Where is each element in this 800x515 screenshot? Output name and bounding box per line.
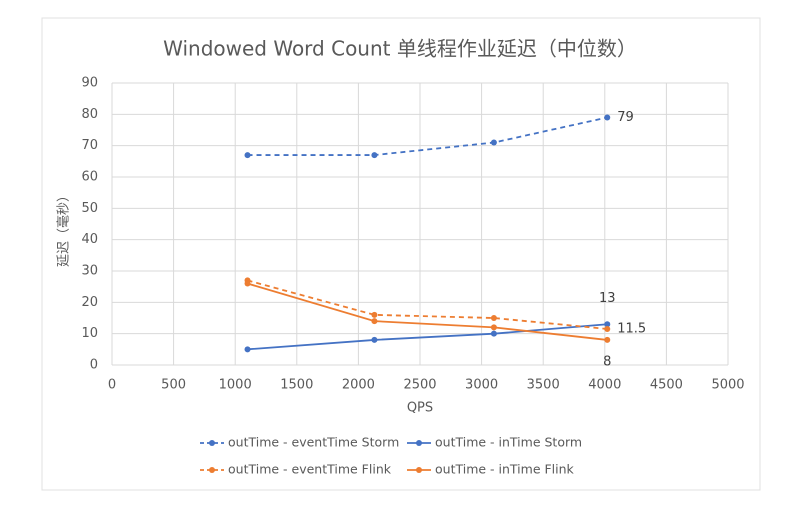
x-axis-label: QPS [407,401,433,416]
chart-title: Windowed Word Count 单线程作业延迟（中位数） [163,37,637,61]
y-tick-label: 10 [81,326,98,341]
y-axis-label: 延迟（毫秒） [56,189,72,267]
legend-label: outTime - eventTime Storm [228,435,399,450]
legend-marker [209,467,215,473]
legend-marker [209,440,215,446]
series-line [247,279,608,330]
x-tick-label: 3500 [527,378,560,393]
x-tick-label: 2500 [403,378,436,393]
data-point [604,114,611,121]
data-point [604,321,611,328]
legend-marker [416,467,422,473]
y-tick-label: 20 [81,295,98,310]
y-tick-label: 0 [90,358,98,373]
x-tick-label: 1000 [219,378,252,393]
data-label: 11.5 [617,321,646,336]
series-line [247,323,608,351]
data-point [604,325,611,332]
y-tick-label: 80 [81,107,98,122]
x-tick-label: 4000 [588,378,621,393]
data-point [244,152,251,159]
series-line [247,282,608,341]
y-tick-label: 90 [81,76,98,91]
data-point [604,336,611,343]
y-tick-label: 30 [81,264,98,279]
x-tick-label: 0 [108,378,116,393]
data-point [371,318,378,325]
data-point [244,280,251,287]
x-tick-label: 3000 [465,378,498,393]
x-tick-label: 1500 [280,378,313,393]
x-tick-label: 500 [161,378,186,393]
legend-label: outTime - inTime Storm [435,435,582,450]
legend-label: outTime - inTime Flink [435,462,575,477]
y-tick-label: 50 [81,201,98,216]
data-point [371,336,378,343]
y-tick-label: 70 [81,138,98,153]
x-tick-label: 4500 [650,378,683,393]
y-tick-label: 40 [81,232,98,247]
data-label: 13 [599,291,616,306]
legend-label: outTime - eventTime Flink [228,462,392,477]
x-tick-label: 5000 [711,378,744,393]
legend-marker [416,440,422,446]
series-line [247,116,608,156]
data-label: 79 [617,110,634,125]
data-point [490,315,497,321]
data-point [244,346,251,353]
data-point [371,152,378,159]
data-point [490,324,497,331]
data-label: 8 [603,354,611,369]
data-point [490,139,497,146]
y-tick-label: 60 [81,170,98,185]
chart-frame [41,17,761,491]
data-point [371,311,378,318]
data-point [490,330,497,337]
x-tick-label: 2000 [342,378,375,393]
